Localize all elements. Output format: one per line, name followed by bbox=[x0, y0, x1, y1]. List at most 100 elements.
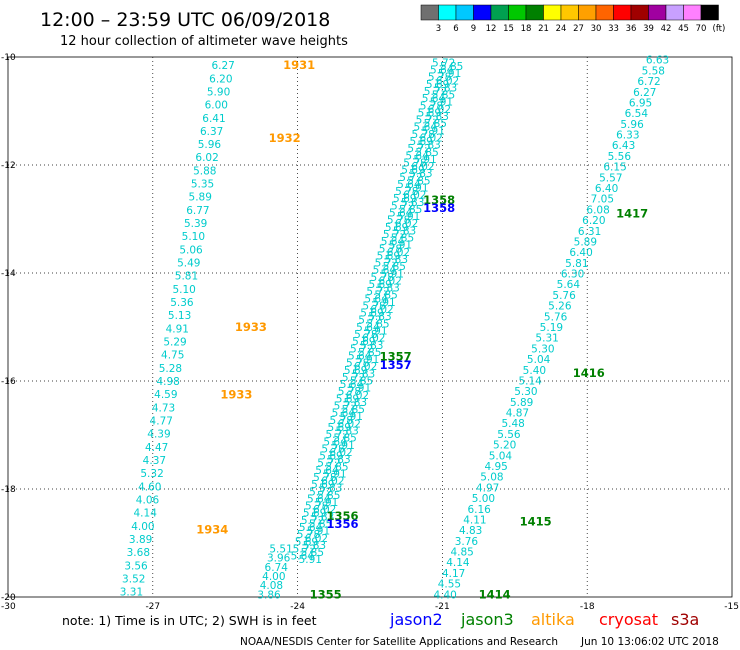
wave-height-value: 6.20 bbox=[582, 215, 605, 227]
wave-height-value: 5.64 bbox=[291, 551, 315, 563]
wave-height-value: 5.64 bbox=[373, 265, 397, 277]
wave-height-value: 5.72 bbox=[350, 343, 373, 355]
wave-height-value: 5.72 bbox=[375, 258, 398, 270]
wave-height-value: 6.02 bbox=[436, 75, 459, 87]
wave-height-value: 5.83 bbox=[335, 426, 358, 438]
wave-height-value: 6.33 bbox=[616, 130, 639, 142]
wave-height-value: 5.64 bbox=[389, 208, 413, 220]
wave-height-value: 6.02 bbox=[387, 247, 410, 259]
pass-time-label: 1358 bbox=[423, 193, 455, 207]
wave-height-value: 5.19 bbox=[540, 322, 563, 334]
pass-time-label: 1416 bbox=[573, 366, 605, 380]
wave-height-value: 5.85 bbox=[383, 261, 406, 273]
wave-height-value: 5.83 bbox=[303, 540, 326, 552]
wave-height-value: 5.69 bbox=[303, 508, 326, 520]
wave-height-value: 5.91 bbox=[331, 440, 354, 452]
colorbar-swatch bbox=[560, 4, 579, 21]
wave-height-value: 5.85 bbox=[358, 347, 381, 359]
wave-height-value: 5.89 bbox=[189, 192, 212, 204]
wave-height-value: 5.78 bbox=[395, 186, 418, 198]
wave-height-value: 5.69 bbox=[344, 365, 367, 377]
wave-height-value: 5.29 bbox=[163, 337, 186, 349]
wave-height-value: 5.14 bbox=[518, 375, 542, 387]
wave-height-value: 5.72 bbox=[424, 86, 447, 98]
wave-height-value: 5.91 bbox=[405, 182, 428, 194]
wave-height-value: 5.26 bbox=[548, 301, 572, 313]
wave-height-value: 4.06 bbox=[136, 494, 160, 506]
wave-height-value: 5.89 bbox=[574, 236, 597, 248]
wave-height-value: 5.91 bbox=[307, 526, 330, 538]
pass-time-label: 1357 bbox=[380, 358, 412, 372]
wave-height-value: 6.02 bbox=[313, 504, 336, 516]
satellite-legend-jason3: jason3 bbox=[460, 610, 514, 629]
pass-time-label: 1933 bbox=[235, 320, 267, 334]
wave-height-value: 7.05 bbox=[591, 194, 614, 206]
wave-height-value: 5.49 bbox=[177, 258, 200, 270]
pass-time-label: 1933 bbox=[220, 388, 252, 402]
wave-height-value: 6.02 bbox=[362, 333, 385, 345]
wave-height-value: 4.97 bbox=[476, 482, 499, 494]
wave-height-value: 5.83 bbox=[376, 283, 399, 295]
y-tick-label: -14 bbox=[1, 269, 16, 279]
colorbar-label: 39 bbox=[643, 24, 654, 34]
wave-height-value: 5.78 bbox=[379, 243, 402, 255]
wave-height-value: 5.64 bbox=[414, 122, 438, 134]
wave-height-value: 4.87 bbox=[506, 408, 529, 420]
wave-height-value: 5.72 bbox=[325, 429, 348, 441]
wave-height-value: 5.78 bbox=[362, 300, 385, 312]
wave-height-value: 5.78 bbox=[313, 472, 336, 484]
track-right: 6.635.586.726.276.956.545.966.336.435.56… bbox=[433, 55, 669, 602]
pass-time-label: 1356 bbox=[327, 509, 359, 523]
wave-height-value: 5.58 bbox=[642, 65, 665, 77]
pass-time-label: 1415 bbox=[520, 514, 552, 528]
wave-height-value: 5.64 bbox=[307, 493, 331, 505]
wave-height-value: 5.69 bbox=[377, 250, 400, 262]
wave-height-value: 5.76 bbox=[544, 311, 568, 323]
y-tick-label: -12 bbox=[1, 161, 16, 171]
wave-height-value: 5.89 bbox=[510, 397, 533, 409]
colorbar-unit: (ft) bbox=[713, 24, 726, 34]
wave-height-value: 5.72 bbox=[342, 372, 365, 384]
colorbar-swatch bbox=[648, 4, 667, 21]
wave-height-value: 5.83 bbox=[434, 82, 457, 94]
wave-height-value: 6.02 bbox=[354, 361, 377, 373]
wave-height-value: 5.85 bbox=[333, 433, 356, 445]
wave-height-value: 4.00 bbox=[131, 521, 154, 533]
wave-height-value: 6.02 bbox=[395, 218, 418, 230]
wave-height-value: 5.85 bbox=[374, 290, 397, 302]
colorbar-label: 9 bbox=[471, 24, 476, 34]
wave-height-value: 5.78 bbox=[411, 129, 434, 141]
wave-height-value: 5.91 bbox=[381, 268, 404, 280]
wave-height-value: 5.56 bbox=[608, 151, 632, 163]
colorbar-label: 21 bbox=[538, 24, 549, 34]
x-tick-label: -30 bbox=[1, 602, 16, 612]
wave-height-value: 6.02 bbox=[379, 275, 402, 287]
wave-height-value: 4.85 bbox=[450, 547, 473, 559]
wave-height-value: 4.98 bbox=[156, 376, 179, 388]
chart-title: 12:00 – 23:59 UTC 06/09/2018 bbox=[40, 9, 330, 31]
colorbar-swatch bbox=[700, 4, 719, 21]
pass-time-label: 1355 bbox=[310, 587, 342, 601]
wave-height-value: 5.78 bbox=[297, 529, 320, 541]
wave-height-value: 5.69 bbox=[418, 107, 441, 119]
track-left: 6.276.205.90 6.006.416.375.966.025.88 5.35… bbox=[120, 58, 315, 598]
wave-height-value: 5.72 bbox=[309, 486, 332, 498]
wave-height-value: 6.54 bbox=[625, 108, 649, 120]
wave-height-value: 4.14 bbox=[134, 508, 158, 520]
wave-height-value: 5.64 bbox=[348, 350, 372, 362]
colorbar-label: 3 bbox=[436, 24, 441, 34]
wave-height-value: 5.69 bbox=[426, 79, 449, 91]
pass-time-label: 1932 bbox=[269, 131, 301, 145]
wave-height-value: 5.64 bbox=[299, 522, 323, 534]
wave-height-value: 5.04 bbox=[527, 354, 551, 366]
wave-height-value: 5.72 bbox=[358, 315, 381, 327]
wave-height-value: 6.74 bbox=[265, 562, 289, 574]
y-tick-label: -16 bbox=[1, 377, 16, 387]
wave-height-value: 4.17 bbox=[442, 568, 465, 580]
wave-height-value: 6.63 bbox=[646, 55, 669, 67]
colorbar-swatch bbox=[473, 4, 492, 21]
y-tick-label: -18 bbox=[1, 485, 16, 495]
wave-height-value: 5.78 bbox=[305, 501, 328, 513]
wave-height-value: 5.91 bbox=[356, 354, 379, 366]
